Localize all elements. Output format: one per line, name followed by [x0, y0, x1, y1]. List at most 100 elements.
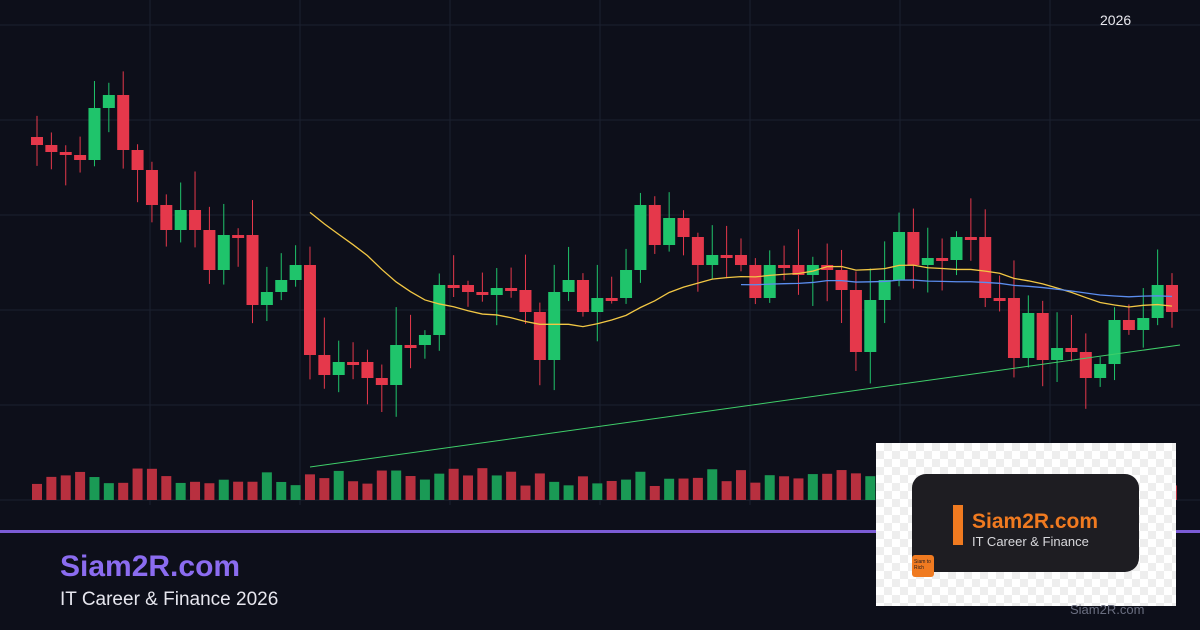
volume-bar	[793, 478, 804, 500]
volume-bar	[850, 473, 861, 500]
volume-bar	[333, 470, 344, 500]
candle-body	[605, 298, 618, 301]
candle-body	[691, 237, 704, 265]
candle-body	[174, 210, 187, 230]
candle-body	[390, 345, 403, 385]
candle-body	[160, 205, 173, 230]
year-label: 2026	[1100, 12, 1132, 28]
trend-line	[309, 344, 1181, 468]
volume-bar	[175, 482, 186, 500]
volume-bar	[261, 472, 272, 500]
candle-body	[749, 265, 762, 298]
candle-body	[734, 255, 747, 265]
volume-bar	[146, 468, 157, 500]
candle-body	[979, 237, 992, 298]
moving-average	[309, 211, 1173, 328]
logo-mini: Siam to Rich	[912, 555, 934, 577]
candle-body	[1079, 352, 1092, 378]
candle-body	[102, 95, 115, 108]
candle-body	[31, 137, 43, 145]
volume-bar	[60, 475, 71, 500]
volume-bar	[247, 481, 258, 500]
candle-body	[418, 335, 431, 345]
volume-bar	[750, 482, 761, 500]
candle-body	[1065, 348, 1078, 352]
volume-bar	[822, 473, 833, 500]
candle-body	[763, 265, 776, 298]
candle-body	[1108, 320, 1121, 364]
volume-bar	[118, 482, 129, 500]
candle-body	[950, 237, 963, 260]
candle-body	[792, 265, 805, 275]
volume-bar	[664, 478, 675, 500]
volume-bar	[477, 468, 488, 500]
candle-body	[275, 280, 288, 292]
logo-bar	[953, 505, 963, 545]
candle-body	[45, 145, 58, 152]
volume-bar	[419, 479, 430, 500]
volume-bar	[678, 478, 689, 500]
candle-body	[548, 292, 561, 360]
candle-body	[964, 237, 977, 240]
candle-body	[117, 95, 130, 150]
candle-body	[131, 150, 144, 170]
candle-body	[74, 155, 87, 160]
candle-body	[519, 290, 532, 312]
volume-bar	[707, 469, 718, 500]
volume-bar	[721, 481, 732, 500]
candle-body	[260, 292, 273, 305]
candle-body	[634, 205, 647, 270]
candle-body	[821, 265, 834, 270]
candle-body	[404, 345, 417, 348]
candle-body	[232, 235, 245, 238]
volume-bar	[161, 476, 172, 500]
candle-body	[490, 288, 503, 295]
candle-body	[1036, 313, 1049, 360]
volume-bar	[434, 473, 445, 500]
candle-body	[576, 280, 589, 312]
volume-bar	[391, 470, 402, 500]
volume-bar	[836, 470, 847, 500]
volume-bar	[448, 468, 459, 500]
candle-body	[289, 265, 302, 280]
candle-body	[1022, 313, 1035, 358]
candle-body	[476, 292, 489, 295]
volume-bar	[218, 479, 229, 500]
candle-body	[878, 280, 891, 300]
volume-bar	[290, 485, 301, 500]
volume-bar	[103, 483, 114, 500]
candle-body	[648, 205, 661, 245]
candle-body	[620, 270, 633, 298]
volume-bar	[865, 476, 876, 500]
candle-body	[993, 298, 1006, 301]
volume-bar	[606, 480, 617, 500]
volume-bar	[405, 476, 416, 500]
candle-body	[864, 300, 877, 352]
volume-bar	[276, 481, 287, 500]
candle-body	[706, 255, 719, 265]
candle-body	[318, 355, 331, 375]
footer-site: Siam2R.com	[1070, 602, 1145, 617]
candle-body	[778, 265, 791, 268]
candle-body	[663, 218, 676, 245]
candle-body	[893, 232, 906, 280]
candle-body	[59, 152, 72, 155]
candle-body	[88, 108, 101, 160]
volume-bar	[577, 476, 588, 500]
volume-bar	[233, 481, 244, 500]
volume-bar	[807, 474, 818, 500]
volume-bar	[319, 478, 330, 500]
volume-bar	[592, 483, 603, 500]
volume-bar	[779, 476, 790, 500]
candle-body	[462, 285, 475, 292]
volume-bar	[764, 475, 775, 500]
logo-box: Siam2R.com IT Career & Finance Siam to R…	[876, 443, 1176, 606]
volume-bar	[621, 479, 632, 500]
candle-body	[806, 265, 819, 275]
candle-body	[1122, 320, 1135, 330]
candle-body	[936, 258, 949, 261]
candle-body	[591, 298, 604, 312]
candle-body	[447, 285, 460, 288]
candle-body	[921, 258, 934, 265]
